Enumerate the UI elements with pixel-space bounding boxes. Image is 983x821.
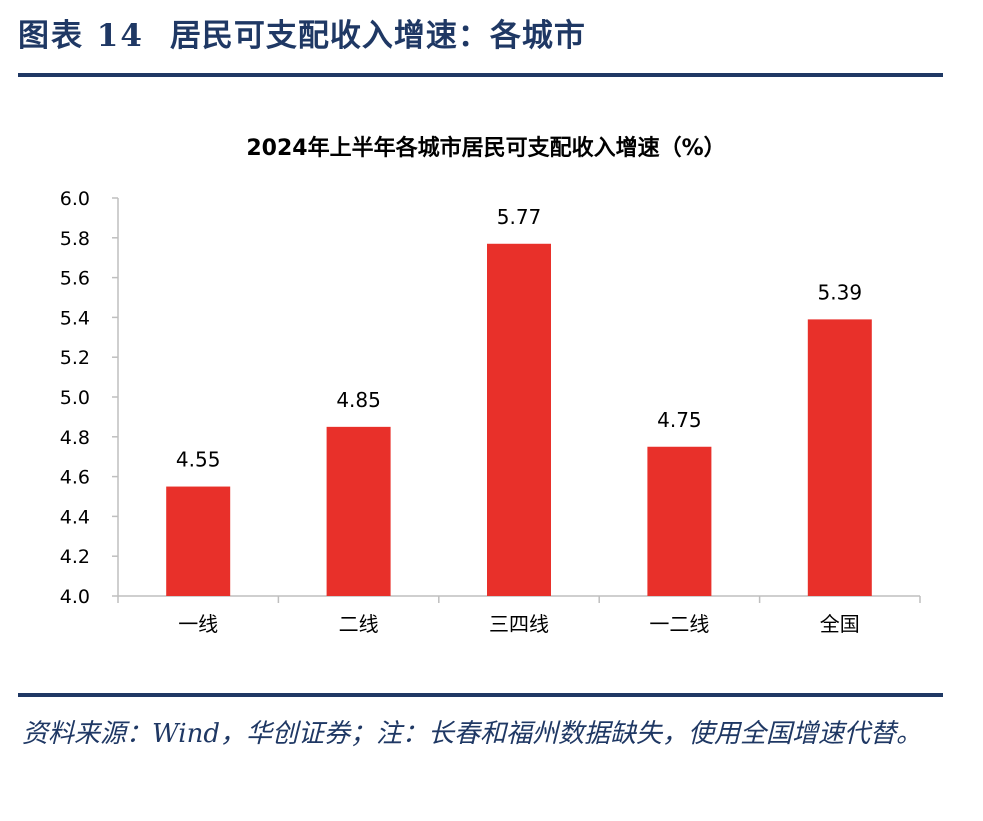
figure-title: 居民可支配收入增速：各城市	[169, 18, 586, 54]
x-tick-label: 二线	[339, 612, 379, 636]
y-tick-label: 4.6	[60, 467, 90, 489]
figure-label: 图表 14	[18, 18, 144, 54]
figure-header: 图表 14 居民可支配收入增速：各城市	[18, 10, 943, 70]
data-label: 5.77	[497, 205, 542, 229]
data-label: 4.55	[176, 448, 221, 472]
y-tick-label: 5.0	[60, 387, 90, 409]
bar	[166, 486, 231, 596]
bar	[326, 426, 391, 596]
y-tick-label: 6.0	[60, 188, 90, 210]
data-label: 4.75	[657, 408, 702, 432]
x-tick-label: 三四线	[489, 612, 549, 636]
y-tick-label: 5.8	[60, 228, 90, 250]
footer-divider	[18, 693, 943, 697]
header-divider	[18, 73, 943, 77]
data-label: 4.85	[336, 388, 381, 412]
x-tick-label: 一二线	[649, 612, 709, 636]
x-tick-label: 一线	[178, 612, 218, 636]
y-tick-label: 4.8	[60, 427, 90, 449]
y-axis: 4.0 4.2 4.4 4.6 4.8 5.0 5.2 5.4 5.6 5.8 6.0	[60, 188, 119, 608]
chart-title: 2024年上半年各城市居民可支配收入增速（%）	[246, 135, 725, 161]
y-tick-label: 5.6	[60, 268, 90, 290]
data-labels: 4.55 4.85 5.77 4.75 5.39	[176, 205, 862, 472]
bar	[807, 319, 872, 596]
bar-chart: 2024年上半年各城市居民可支配收入增速（%） 4.04.24.44.64.85…	[60, 135, 921, 636]
x-tick-label: 全国	[820, 612, 860, 636]
bar	[487, 243, 551, 596]
y-tick-label: 5.4	[60, 307, 90, 329]
bars	[166, 243, 872, 596]
y-tick-label: 4.2	[60, 546, 90, 568]
data-label: 5.39	[818, 280, 863, 304]
bar	[647, 446, 712, 596]
y-tick-label: 4.4	[60, 506, 90, 528]
chart-area: 2024年上半年各城市居民可支配收入增速（%） 4.0 4.2 4.4 4.6 4.8 5…	[0, 100, 983, 680]
y-tick-label: 4.0	[60, 586, 90, 608]
source-note: 资料来源：Wind，华创证券；注：长春和福州数据缺失，使用全国增速代替。	[22, 719, 922, 749]
y-tick-label: 5.2	[60, 347, 90, 369]
x-axis: 一线 二线 三四线 一二线 全国	[117, 595, 921, 636]
